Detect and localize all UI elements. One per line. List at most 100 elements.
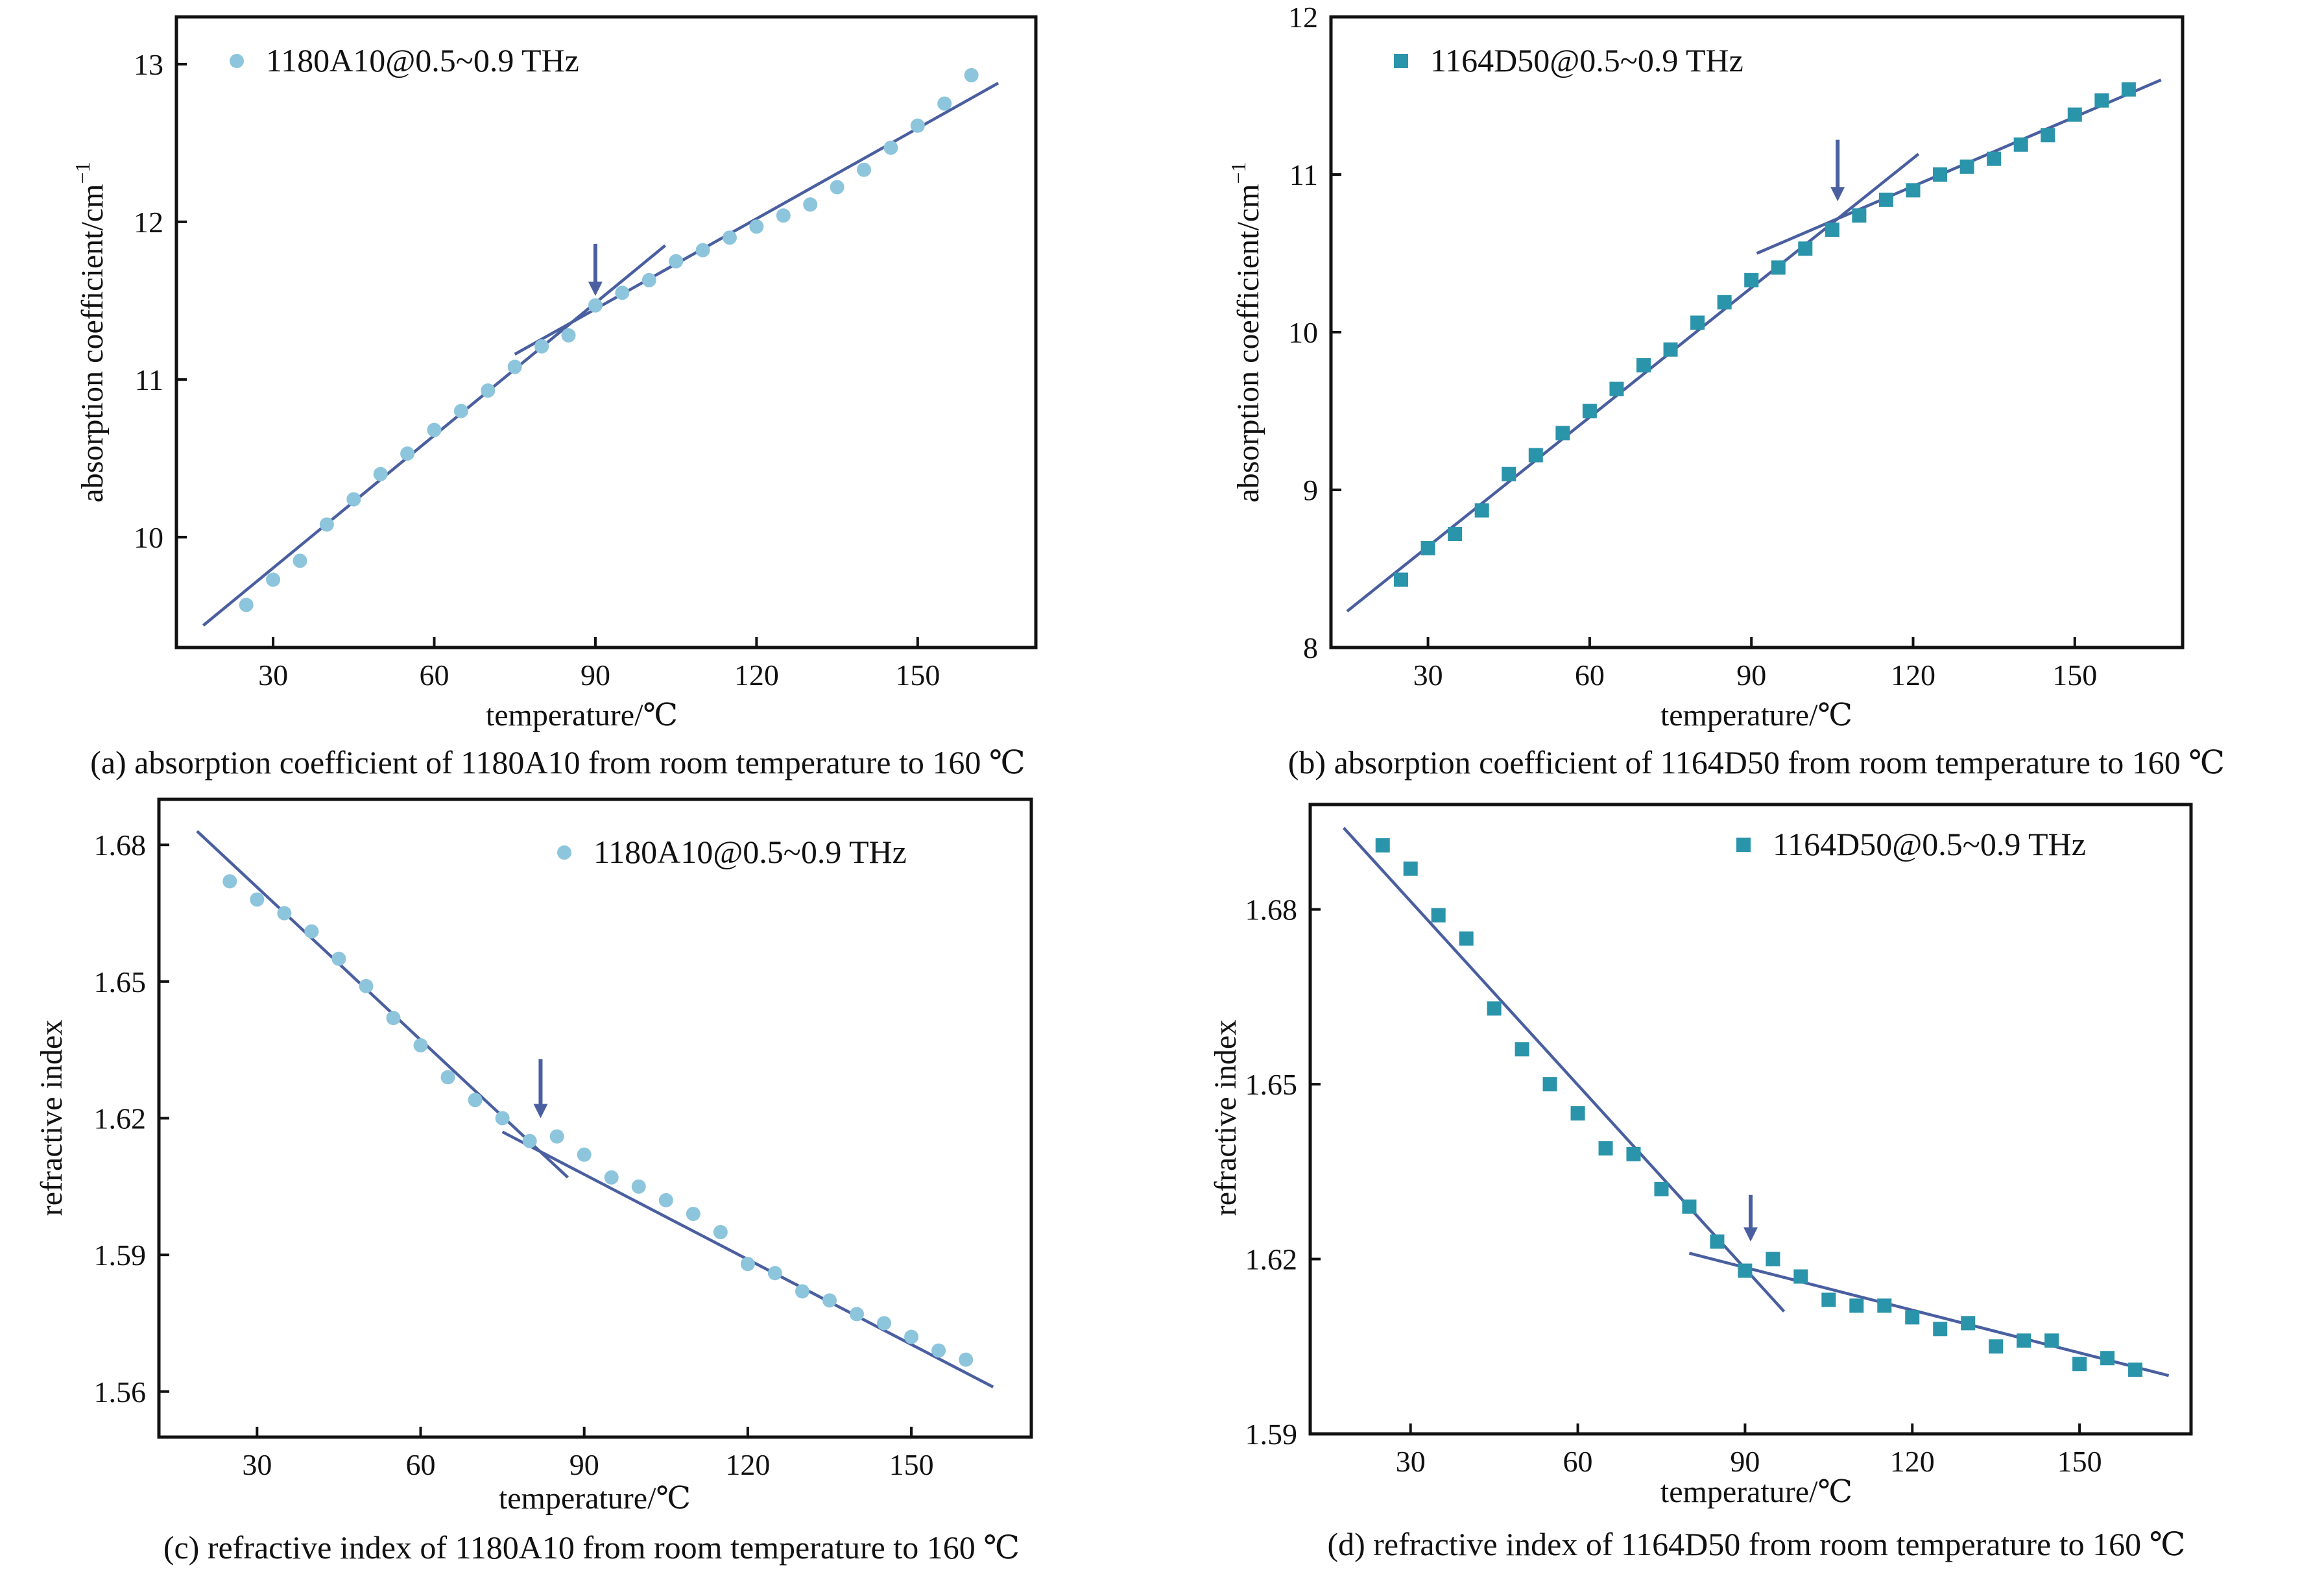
data-point — [1636, 358, 1651, 373]
plot-frame — [174, 15, 1038, 649]
y-axis-label: absorption coefficient/cm−1 — [1227, 162, 1265, 503]
data-point — [1852, 208, 1867, 223]
data-point — [1825, 223, 1839, 237]
data-point — [1877, 1298, 1892, 1313]
y-tick-label: 13 — [134, 48, 163, 81]
data-point — [883, 140, 898, 155]
y-tick-label: 1.68 — [1245, 893, 1298, 926]
y-tick-label: 1.65 — [1245, 1068, 1298, 1101]
data-point — [427, 422, 442, 437]
panel-caption: (a) absorption coefficient of 1180A10 fr… — [90, 744, 1025, 781]
data-point — [669, 254, 684, 269]
data-point — [1459, 931, 1474, 946]
x-tick-label: 30 — [1396, 1445, 1426, 1478]
y-tick-label: 1.62 — [1245, 1243, 1298, 1276]
data-point — [549, 1129, 564, 1144]
data-point — [1609, 381, 1624, 396]
data-point — [293, 553, 307, 568]
data-point — [686, 1206, 701, 1221]
data-point — [910, 118, 925, 133]
y-axis-label-superscript: −1 — [1227, 162, 1250, 184]
data-point — [2044, 1333, 2059, 1348]
data-point — [1710, 1234, 1725, 1249]
data-point — [400, 446, 415, 461]
data-point — [1933, 1322, 1948, 1337]
y-axis-label-text: refractive index — [1208, 1020, 1243, 1216]
panel-caption: (d) refractive index of 1164D50 from roo… — [1327, 1526, 2185, 1562]
y-axis-label-text: absorption coefficient/cm — [75, 184, 110, 503]
y-tick-label: 1.62 — [94, 1102, 147, 1135]
data-point — [1375, 838, 1390, 853]
panel-caption: (b) absorption coefficient of 1164D50 fr… — [1288, 744, 2225, 781]
data-point — [2013, 137, 2028, 152]
data-point — [740, 1257, 755, 1272]
data-point — [440, 1070, 455, 1085]
fit-line — [196, 830, 569, 1179]
data-point — [877, 1316, 892, 1331]
data-point — [1570, 1106, 1585, 1121]
data-point — [2121, 82, 2136, 97]
data-point — [413, 1038, 428, 1053]
data-point — [1906, 183, 1921, 198]
data-point — [453, 404, 468, 418]
plot-frame — [1308, 803, 2193, 1436]
transition-arrow-head — [588, 282, 603, 297]
legend-label: 1180A10@0.5~0.9 THz — [593, 834, 907, 870]
data-point — [713, 1225, 728, 1240]
data-point — [937, 96, 952, 111]
y-tick-label: 12 — [134, 206, 163, 239]
fit-line — [1688, 1252, 2170, 1377]
data-point — [1487, 1001, 1502, 1016]
data-point — [1849, 1298, 1864, 1313]
data-point — [2100, 1351, 2115, 1366]
data-point — [468, 1093, 483, 1108]
data-point — [222, 874, 237, 889]
data-point — [1959, 159, 1974, 174]
data-point — [857, 162, 871, 177]
panel-a-chart: 30 60 90 120 150 10 11 12 13 1180A10@0.5~0.9 THz t… — [71, 15, 1038, 781]
data-point — [822, 1293, 837, 1308]
data-point — [1905, 1310, 1920, 1325]
legend-marker — [230, 54, 244, 68]
fit-line — [1346, 152, 1920, 612]
y-axis-label: refractive index — [34, 1020, 69, 1216]
data-point — [577, 1147, 592, 1162]
data-point — [2128, 1362, 2143, 1377]
data-point — [795, 1284, 809, 1299]
x-tick-label: 120 — [725, 1448, 770, 1481]
data-point — [304, 924, 319, 939]
data-point — [1448, 527, 1463, 542]
data-point — [1394, 572, 1409, 587]
transition-arrow-head — [1743, 1227, 1758, 1242]
data-point — [722, 230, 737, 245]
data-point — [959, 1352, 974, 1367]
data-point — [904, 1329, 919, 1344]
data-point — [776, 208, 791, 223]
data-point — [250, 892, 265, 907]
data-point — [561, 328, 576, 343]
panel-caption: (c) refractive index of 1180A10 from roo… — [163, 1529, 1020, 1566]
data-point — [1542, 1077, 1557, 1092]
data-point — [2067, 107, 2082, 122]
transition-arrow-head — [1830, 187, 1845, 202]
x-tick-label: 60 — [1575, 659, 1605, 692]
data-point — [1744, 272, 1759, 287]
data-point — [604, 1170, 619, 1185]
legend-label: 1180A10@0.5~0.9 THz — [266, 42, 579, 79]
panel-c-chart: 30 60 90 120 150 1.56 1.59 1.62 1.65 1.68 1180A10@… — [34, 797, 1033, 1566]
data-point — [850, 1307, 864, 1322]
data-point — [1766, 1252, 1780, 1266]
data-point — [2017, 1333, 2031, 1348]
data-point — [749, 219, 764, 234]
data-point — [266, 572, 281, 587]
fit-line — [1756, 79, 2162, 255]
y-tick-label: 1.65 — [94, 965, 147, 999]
data-point — [1989, 1339, 2004, 1354]
x-axis-label: temperature/℃ — [1660, 1475, 1852, 1509]
data-point — [615, 285, 630, 300]
data-point — [1682, 1199, 1697, 1214]
data-point — [1933, 167, 1948, 182]
data-point — [2072, 1357, 2087, 1372]
data-point — [695, 243, 710, 258]
data-point — [1555, 426, 1570, 441]
